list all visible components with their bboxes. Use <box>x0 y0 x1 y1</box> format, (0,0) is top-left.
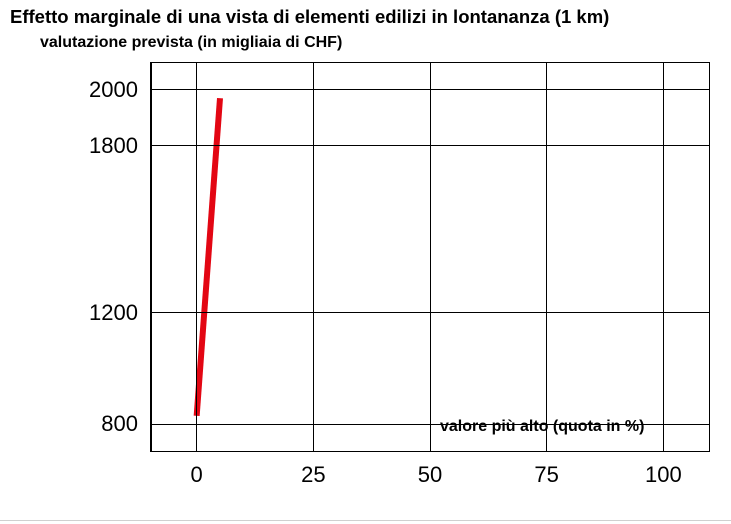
x-axis-label: valore più alto (quota in %) <box>440 418 710 436</box>
x-tick-label: 25 <box>283 462 343 488</box>
y-tick-label: 1200 <box>58 300 138 326</box>
gridline-horizontal <box>150 145 710 146</box>
x-tick-label: 0 <box>167 462 227 488</box>
gridline-vertical <box>313 62 314 452</box>
gridline-vertical <box>663 62 664 452</box>
y-tick-label: 800 <box>58 411 138 437</box>
gridline-horizontal <box>150 424 710 425</box>
y-axis-label: valutazione prevista (in migliaia di CHF… <box>40 34 342 52</box>
gridline-vertical <box>430 62 431 452</box>
gridline-horizontal <box>150 312 710 313</box>
plot-area: valore più alto (quota in %) 80012001800… <box>150 62 710 452</box>
y-tick-label: 2000 <box>58 77 138 103</box>
x-tick-label: 100 <box>633 462 693 488</box>
footer-rule <box>0 520 731 521</box>
gridline-horizontal <box>150 89 710 90</box>
x-tick-label: 50 <box>400 462 460 488</box>
chart-title: Effetto marginale di una vista di elemen… <box>10 6 609 28</box>
gridline-vertical <box>546 62 547 452</box>
gridline-vertical <box>196 62 197 452</box>
y-tick-label: 1800 <box>58 133 138 159</box>
x-tick-label: 75 <box>517 462 577 488</box>
